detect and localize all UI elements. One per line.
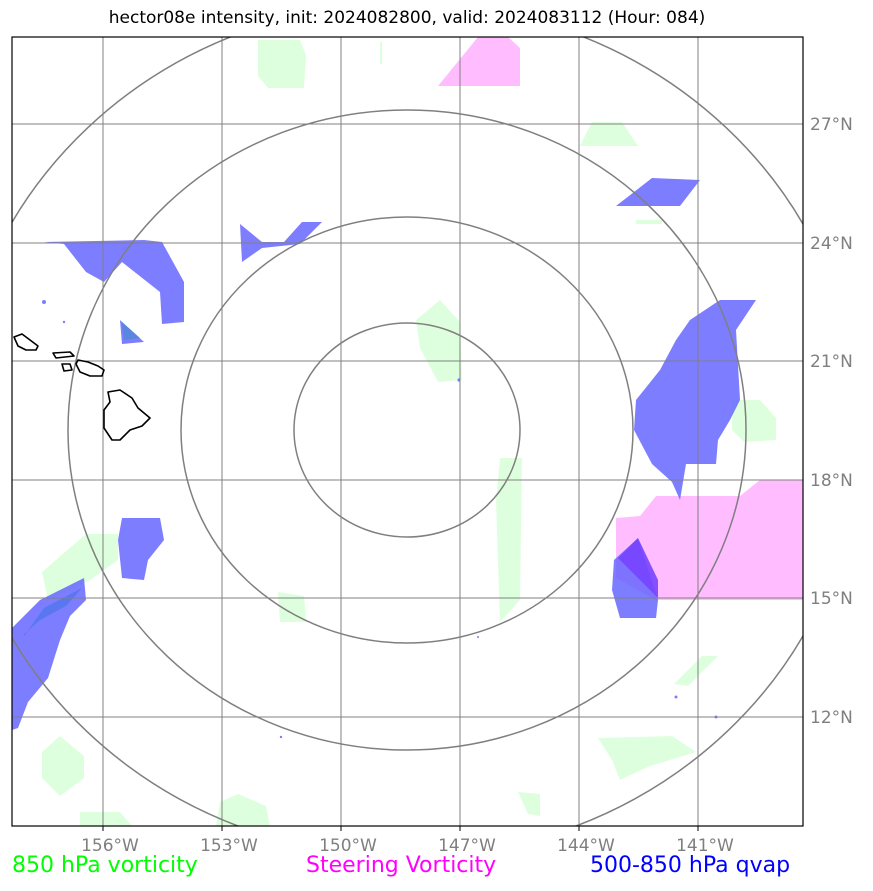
qvap-overlap <box>24 322 658 636</box>
legend-vorticity: 850 hPa vorticity <box>12 853 198 878</box>
map-title: hector08e intensity, init: 2024082800, v… <box>108 8 706 28</box>
lon-tick-label: 144°W <box>557 836 615 856</box>
lon-tick-label: 153°W <box>200 836 258 856</box>
lat-tick-label: 12°N <box>810 708 853 728</box>
lat-tick-label: 18°N <box>810 471 853 491</box>
lat-tick-label: 21°N <box>810 352 853 372</box>
lat-tick-label: 27°N <box>810 115 853 135</box>
lat-tick-label: 15°N <box>810 589 853 609</box>
map-frame <box>11 36 804 827</box>
hawaii-coastline <box>13 333 151 441</box>
grid-lines <box>12 37 803 826</box>
lon-tick-label: 147°W <box>438 836 496 856</box>
lon-tick-label: 150°W <box>319 836 377 856</box>
legend-qvap: 500-850 hPa qvap <box>590 853 791 878</box>
range-rings <box>12 37 803 826</box>
lon-tick-label: 156°W <box>81 836 139 856</box>
qvap-layer <box>12 178 756 739</box>
vorticity-850-layer <box>42 40 776 826</box>
lat-tick-label: 24°N <box>810 234 853 254</box>
lon-tick-labels: 156°W 153°W 150°W 147°W 144°W 141°W <box>81 836 734 856</box>
lon-tick-label: 141°W <box>676 836 734 856</box>
legend-steering: Steering Vorticity <box>306 853 497 878</box>
steering-vorticity-layer <box>438 37 803 600</box>
tick-marks <box>102 826 699 831</box>
lat-tick-labels: 27°N 24°N 21°N 18°N 15°N 12°N <box>810 115 853 728</box>
